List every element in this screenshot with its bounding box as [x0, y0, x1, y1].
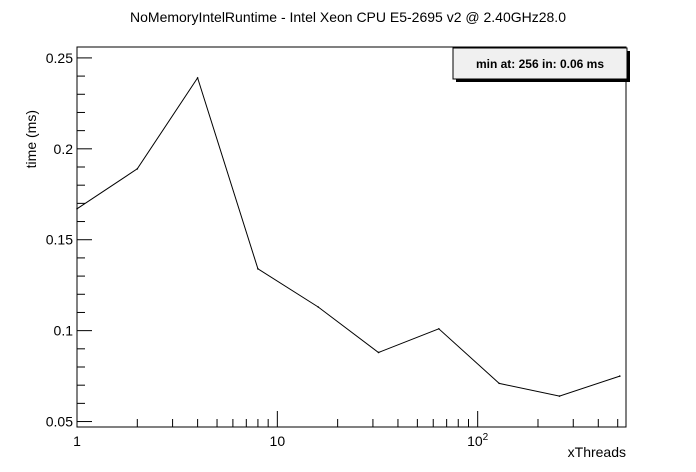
- x-tick-label-exponent: 2: [483, 432, 489, 443]
- x-tick-label: 1: [73, 433, 81, 449]
- x-tick-label-base: 10: [270, 433, 286, 449]
- y-tick-label: 0.1: [54, 323, 74, 339]
- x-tick-label: 102: [467, 432, 489, 449]
- min-annotation-box: min at: 256 in: 0.06 ms: [452, 47, 630, 82]
- series-line: [76, 76, 620, 397]
- y-tick-label: 0.2: [54, 141, 74, 157]
- data-point: [76, 208, 78, 210]
- x-axis: 1 10 102: [73, 411, 619, 449]
- chart-title: NoMemoryIntelRuntime - Intel Xeon CPU E5…: [130, 9, 566, 25]
- data-point: [196, 77, 199, 79]
- data-point: [257, 268, 259, 270]
- y-axis: 0.05 0.1 0.15 0.2 0.25: [46, 50, 92, 430]
- y-axis-label: time (ms): [23, 110, 39, 168]
- annotation-background: [452, 47, 628, 80]
- data-point: [438, 328, 440, 330]
- data-point: [317, 306, 320, 308]
- y-tick-label: 0.05: [46, 414, 73, 430]
- plot-frame: [76, 46, 627, 428]
- series-layer: [76, 76, 621, 397]
- data-point: [498, 382, 500, 385]
- y-tick-label: 0.15: [46, 232, 73, 248]
- data-point: [558, 395, 561, 397]
- data-point: [618, 375, 621, 377]
- annotation-text: min at: 256 in: 0.06 ms: [476, 57, 604, 71]
- x-tick-label-base: 10: [467, 433, 483, 449]
- x-axis-label: xThreads: [568, 444, 626, 460]
- y-tick-label: 0.25: [46, 50, 73, 66]
- data-point: [136, 168, 139, 170]
- x-tick-label: 10: [270, 433, 286, 449]
- data-point: [377, 351, 380, 354]
- x-tick-label-base: 1: [73, 433, 81, 449]
